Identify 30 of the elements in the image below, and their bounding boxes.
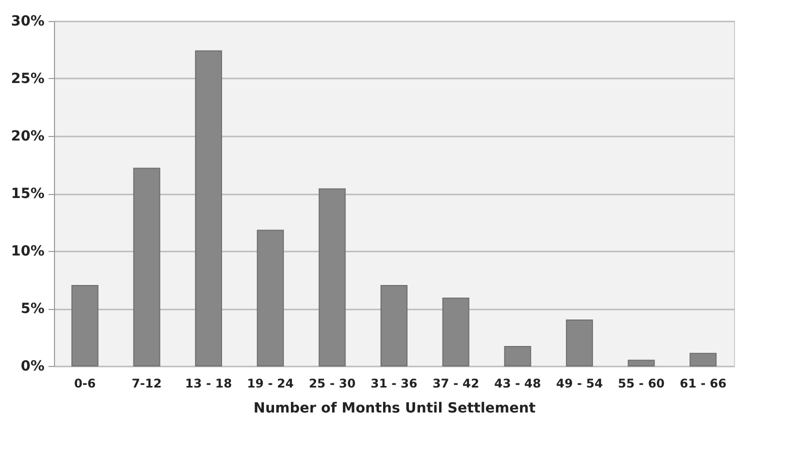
- bar: [256, 230, 284, 366]
- x-tick-label: 0-6: [74, 376, 96, 390]
- x-tick-label: 37 - 42: [432, 376, 480, 390]
- bar: [442, 298, 470, 366]
- y-tick-label: 5%: [20, 301, 44, 317]
- x-tick-label: 7-12: [132, 376, 162, 390]
- x-tick-label: 19 - 24: [246, 376, 294, 390]
- bar: [566, 320, 593, 366]
- x-tick-label: 61 - 66: [680, 376, 726, 390]
- bar: [690, 352, 717, 366]
- bar: [133, 168, 160, 366]
- x-tick-label: 25 - 30: [308, 376, 356, 390]
- bar: [504, 346, 532, 366]
- x-tick-label: 49 - 54: [556, 376, 603, 390]
- bar: [71, 285, 98, 366]
- x-axis-title: Number of Months Until Settlement: [253, 400, 536, 416]
- x-tick-label: 31 - 36: [370, 376, 418, 390]
- y-tick-label: 25%: [10, 71, 44, 87]
- bar: [318, 188, 346, 366]
- y-tick-label: 30%: [10, 14, 44, 30]
- y-tick-label: 15%: [10, 186, 44, 202]
- bar: [380, 285, 408, 366]
- x-tick-label: 13 - 18: [185, 376, 232, 390]
- y-tick-label: 20%: [10, 128, 44, 144]
- x-tick-label: 55 - 60: [618, 376, 665, 390]
- bar: [195, 50, 222, 366]
- y-tick-label: 10%: [10, 244, 44, 260]
- x-tick-label: 43 - 48: [494, 376, 542, 390]
- y-tick-label: 0%: [20, 358, 44, 374]
- bar: [628, 360, 655, 366]
